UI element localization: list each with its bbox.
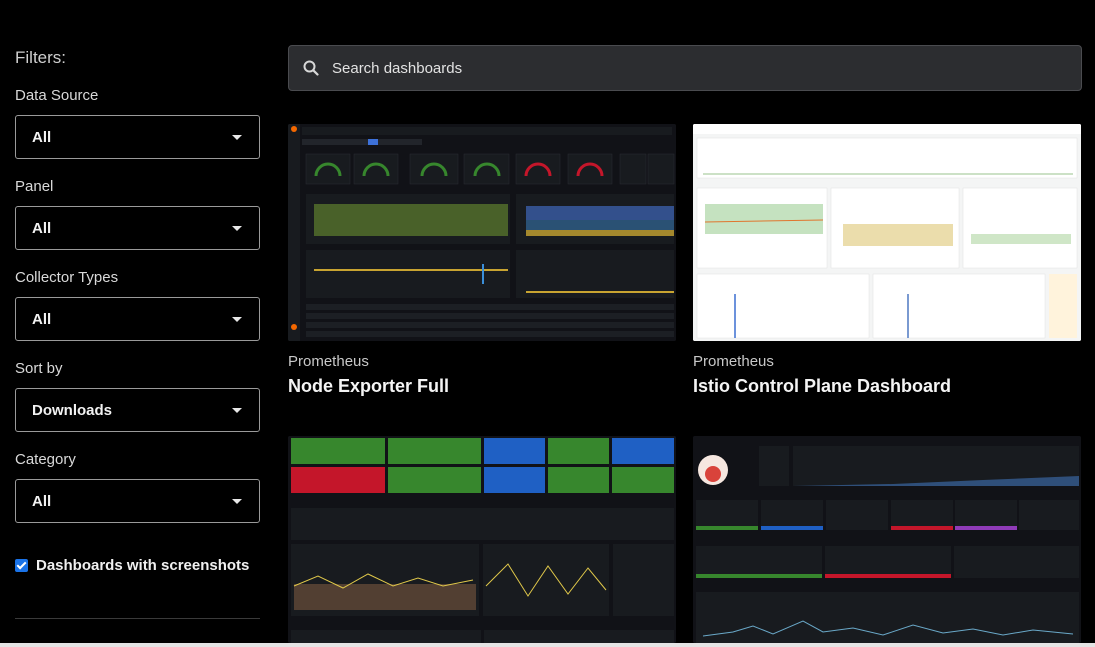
dashboard-screenshot[interactable] (693, 124, 1081, 341)
caret-down-icon (232, 316, 242, 322)
caret-down-icon (232, 498, 242, 504)
search-placeholder: Search dashboards (332, 59, 463, 77)
select-value: All (32, 128, 52, 146)
category-select[interactable]: All (15, 479, 260, 523)
horizontal-scrollbar[interactable] (0, 643, 1095, 647)
filter-label: Category (15, 451, 76, 468)
filters-title: Filters: (15, 48, 66, 67)
filter-label: Data Source (15, 87, 99, 104)
dashboard-screenshot[interactable] (693, 436, 1081, 643)
sidebar-divider (15, 618, 260, 619)
select-value: All (32, 492, 52, 510)
filter-label: Collector Types (15, 269, 119, 286)
filter-label: Sort by (15, 360, 63, 377)
dashboard-source: Prometheus (288, 353, 369, 370)
search-icon (303, 60, 319, 76)
filter-label: Panel (15, 178, 54, 195)
caret-down-icon (232, 134, 242, 140)
dashboard-screenshot[interactable] (288, 124, 676, 341)
search-dashboards-input[interactable]: Search dashboards (288, 45, 1082, 91)
screenshots-checkbox[interactable] (15, 559, 28, 572)
sort-by-select[interactable]: Downloads (15, 388, 260, 432)
filter-panel: Panel All (15, 177, 260, 250)
caret-down-icon (232, 407, 242, 413)
dashboard-title[interactable]: Node Exporter Full (288, 376, 450, 396)
filter-category: Category All (15, 450, 260, 523)
filter-data-source: Data Source All (15, 86, 260, 159)
select-value: All (32, 310, 52, 328)
screenshots-filter[interactable]: Dashboards with screenshots (15, 557, 249, 574)
panel-select[interactable]: All (15, 206, 260, 250)
data-source-select[interactable]: All (15, 115, 260, 159)
select-value: Downloads (32, 401, 113, 419)
dashboard-screenshot[interactable] (288, 436, 676, 643)
filter-collector-types: Collector Types All (15, 268, 260, 341)
select-value: All (32, 219, 52, 237)
screenshots-checkbox-label: Dashboards with screenshots (36, 557, 250, 574)
dashboard-source: Prometheus (693, 353, 774, 370)
collector-types-select[interactable]: All (15, 297, 260, 341)
dashboard-title[interactable]: Istio Control Plane Dashboard (693, 376, 952, 396)
filter-sort-by: Sort by Downloads (15, 359, 260, 432)
caret-down-icon (232, 225, 242, 231)
